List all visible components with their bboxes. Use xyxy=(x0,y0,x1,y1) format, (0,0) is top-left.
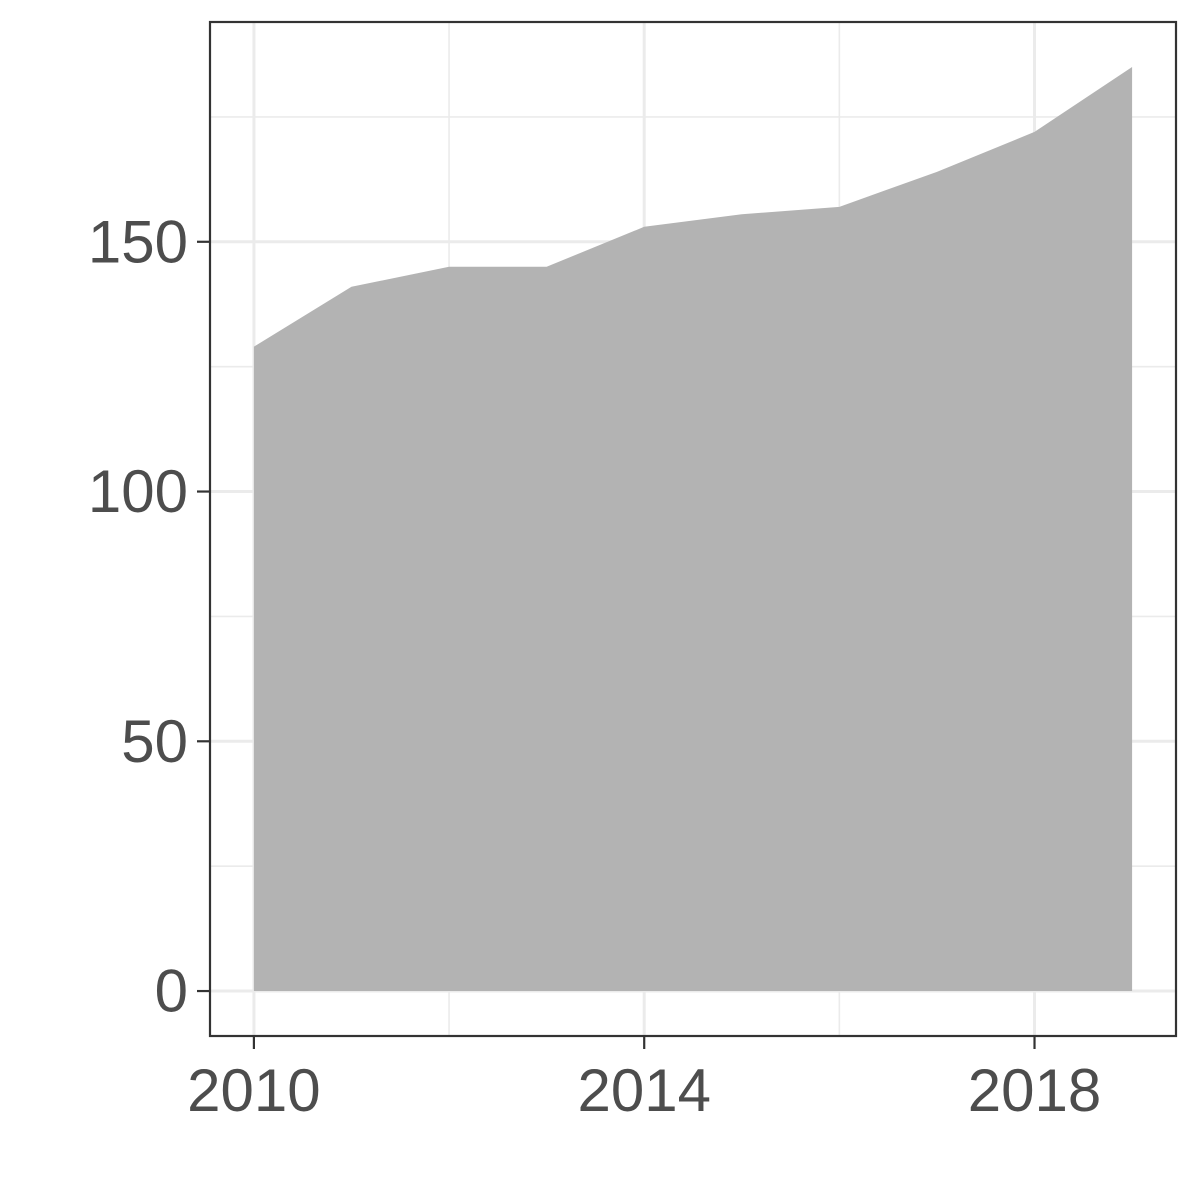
y-axis: 0 50 100 150 xyxy=(88,208,210,1025)
x-axis: 2010 2014 2018 xyxy=(187,1036,1101,1124)
x-tick-label: 2014 xyxy=(577,1057,710,1124)
x-tick-label: 2010 xyxy=(187,1057,320,1124)
y-tick-label: 100 xyxy=(88,458,188,525)
area-series xyxy=(253,66,1133,992)
x-tick-label: 2018 xyxy=(968,1057,1101,1124)
y-tick-label: 150 xyxy=(88,208,188,275)
plot-border xyxy=(208,20,1178,1038)
y-tick-label: 50 xyxy=(121,708,188,775)
y-tick-label: 0 xyxy=(155,958,188,1025)
